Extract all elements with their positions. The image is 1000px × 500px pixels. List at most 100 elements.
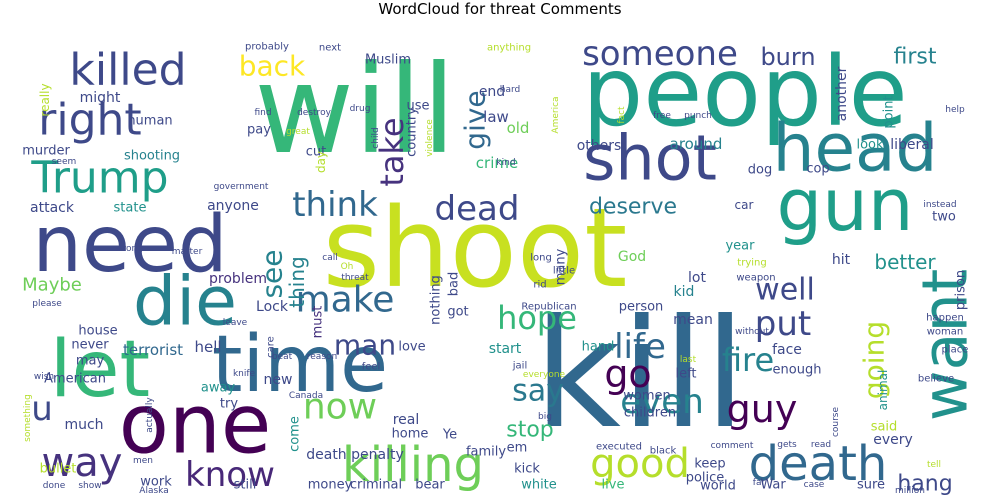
cloud-word: place [942,345,969,356]
cloud-word: shooting [124,149,180,164]
cloud-word: hard [500,85,520,95]
cloud-word: year [725,239,755,254]
cloud-word: go [604,352,651,396]
cloud-word: people [582,36,907,148]
cloud-word: trying [737,258,766,269]
cloud-word: man [334,329,396,362]
cloud-word: care [266,336,277,358]
cloud-word: Maybe [22,275,82,296]
cloud-word: weapon [736,273,775,284]
cloud-word: feel [362,362,381,373]
cloud-word: old [507,119,530,137]
cloud-word: better [874,250,936,274]
cloud-word: two [932,210,956,225]
cloud-word: gun [777,163,914,247]
cloud-word: em [507,441,528,456]
cloud-word: deserve [589,195,677,220]
cloud-word: anyone [207,198,259,214]
cloud-word: little [553,266,575,277]
cloud-word: long [530,253,552,264]
cloud-word: look [856,138,884,153]
cloud-word: know [185,455,275,495]
cloud-word: fire [722,341,774,379]
cloud-word: police [686,471,725,486]
cloud-word: hell [194,338,221,356]
cloud-word: think [292,185,378,225]
cloud-word: love [398,340,425,355]
cloud-word: live [602,478,625,493]
cloud-word: may [76,354,105,369]
cloud-word: Oh [341,262,354,272]
cloud-word: matter [172,247,203,257]
cloud-word: head [773,110,938,187]
cloud-word: world [700,479,736,494]
cloud-word: threat [341,273,369,283]
cloud-word: reason [307,352,337,362]
cloud-word: country [405,107,420,157]
cloud-word: said [871,420,898,435]
cloud-word: child [371,127,381,148]
cloud-word: please [32,299,62,309]
cloud-word: new [264,372,293,388]
cloud-word: murder [22,144,70,159]
cloud-word: someone [582,34,738,74]
cloud-word: never [71,338,109,353]
cloud-word: good [590,441,690,487]
cloud-word: cop [806,162,829,177]
cloud-word: drug [350,104,371,114]
cloud-word: mean [673,312,713,328]
cloud-word: even [620,382,704,422]
cloud-word: killed [69,45,186,96]
cloud-word: one [119,378,272,473]
cloud-word: Lock [256,299,289,315]
cloud-word: kid [674,284,695,300]
cloud-word: cut [306,145,326,160]
cloud-word: hit [832,252,851,268]
cloud-word: hand [582,340,615,355]
cloud-word: make [296,280,395,321]
cloud-word: time [212,320,388,410]
cloud-word: death [749,436,888,492]
cloud-word: house [78,324,117,339]
cloud-word: problem [209,271,267,287]
cloud-word: call [322,253,337,263]
cloud-word: terrorist [123,341,183,359]
cloud-word: much [64,417,103,433]
cloud-word: show [78,481,101,491]
cloud-word: children [624,406,676,421]
chart-title: WordCloud for threat Comments [378,0,622,18]
cloud-word: leave [223,318,248,328]
cloud-word: actually [145,397,155,433]
cloud-word: without [735,327,769,337]
cloud-word: shot [583,122,717,195]
cloud-word: guy [727,387,798,431]
cloud-word: course [831,406,841,437]
cloud-word: u [31,389,53,429]
cloud-word: point [882,95,897,128]
cloud-word: person [619,300,664,315]
cloud-word: black [650,446,677,457]
cloud-word: might [80,90,121,106]
cloud-word: find [254,108,271,118]
cloud-word: bullet [40,462,77,477]
cloud-word: dog [748,163,772,178]
cloud-word: human [127,114,172,129]
cloud-word: death penalty [306,447,404,463]
cloud-word: criminal [350,478,402,493]
cloud-word: free [653,111,671,121]
cloud-word: around [670,135,723,153]
cloud-word: prison [954,270,969,310]
cloud-word: God [618,249,646,265]
cloud-word: right [38,95,141,146]
cloud-word: others [577,138,622,154]
cloud-word: try [220,397,238,412]
cloud-word: say [512,374,564,409]
cloud-word: American [44,372,106,387]
cloud-word: case [804,480,825,490]
cloud-word: instead [923,200,956,210]
cloud-word: Ye [442,428,457,443]
cloud-word: big [538,412,552,422]
cloud-word: every [873,432,913,448]
cloud-word: still [234,478,257,493]
cloud-word: punch [684,111,712,121]
